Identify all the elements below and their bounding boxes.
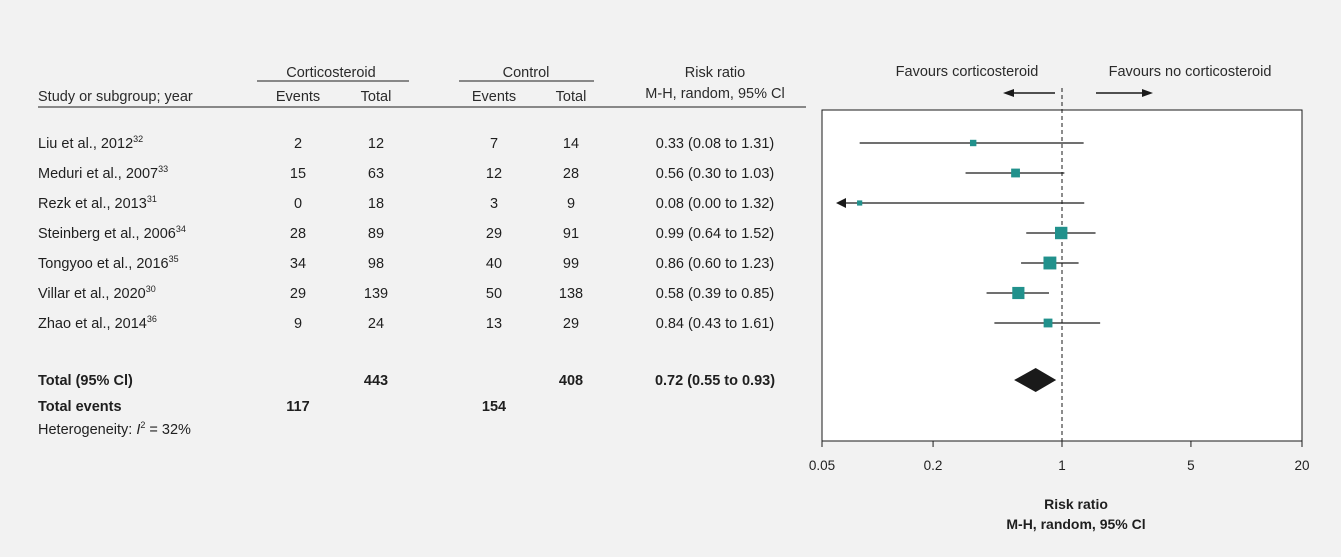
- point-estimate-square: [857, 200, 863, 206]
- x-tick-label: 0.2: [924, 458, 943, 473]
- point-estimate-square: [1054, 226, 1068, 240]
- favours-right-arrow-icon: [1142, 89, 1153, 97]
- group2-events: 29: [486, 226, 502, 242]
- group2-total: 99: [563, 256, 579, 272]
- group1-total: 63: [368, 166, 384, 182]
- point-estimate-square: [1043, 318, 1053, 328]
- total-events-group1: 117: [286, 399, 309, 415]
- group1-total: 98: [368, 256, 384, 272]
- group1-events: 34: [290, 256, 306, 272]
- group2-total: 29: [563, 316, 579, 332]
- group1-total: 12: [368, 136, 384, 152]
- group2-total: 28: [563, 166, 579, 182]
- study-row: Zhao et al., 201436 9 24 13 29 0.84 (0.43 to …: [38, 314, 774, 332]
- favours-right-label: Favours no corticosteroid: [1109, 64, 1272, 80]
- group2-events: 13: [486, 316, 502, 332]
- group1-events: 9: [294, 316, 302, 332]
- x-tick-label: 1: [1058, 458, 1066, 473]
- group2-total: 14: [563, 136, 579, 152]
- study-name: Rezk et al., 201331: [38, 194, 157, 212]
- total-events-group2: 154: [482, 399, 506, 415]
- total-label: Total (95% Cl): [38, 373, 133, 389]
- favours-left-arrow-icon: [1003, 89, 1014, 97]
- risk-ratio-ci: 0.56 (0.30 to 1.03): [656, 166, 775, 182]
- group2-events: 12: [486, 166, 502, 182]
- total-risk-ratio: 0.72 (0.55 to 0.93): [655, 373, 775, 389]
- group1-events-header: Events: [276, 89, 320, 105]
- ci-truncation-arrow-icon: [836, 198, 846, 208]
- risk-ratio-ci: 0.84 (0.43 to 1.61): [656, 316, 775, 332]
- total-events-label: Total events: [38, 399, 122, 415]
- risk-ratio-ci: 0.86 (0.60 to 1.23): [656, 256, 775, 272]
- study-row: Liu et al., 201232 2 12 7 14 0.33 (0.08 to 1.…: [38, 134, 774, 152]
- x-axis-title: Risk ratio: [1044, 496, 1108, 512]
- x-axis-subtitle: M-H, random, 95% Cl: [1006, 516, 1145, 532]
- group2-total: 9: [567, 196, 575, 212]
- group1-total: 18: [368, 196, 384, 212]
- risk-ratio-ci: 0.08 (0.00 to 1.32): [656, 196, 775, 212]
- total-group1: 443: [364, 373, 388, 389]
- group1-events: 15: [290, 166, 306, 182]
- study-markers: [836, 139, 1101, 328]
- group2-total: 138: [559, 286, 583, 302]
- risk-ratio-ci: 0.58 (0.39 to 0.85): [656, 286, 775, 302]
- point-estimate-square: [969, 139, 977, 147]
- group2-events-header: Events: [472, 89, 516, 105]
- x-axis-ticks: 0.05 0.2 1 5 20: [809, 441, 1310, 473]
- study-name: Tongyoo et al., 201635: [38, 254, 179, 272]
- risk-ratio-ci: 0.99 (0.64 to 1.52): [656, 226, 775, 242]
- group1-total: 24: [368, 316, 384, 332]
- group2-events: 3: [490, 196, 498, 212]
- group1-events: 0: [294, 196, 302, 212]
- group1-events: 2: [294, 136, 302, 152]
- risk-ratio-ci: 0.33 (0.08 to 1.31): [656, 136, 775, 152]
- study-row: Villar et al., 202030 29 139 50 138 0.58 (0.3…: [38, 284, 774, 302]
- group1-events: 29: [290, 286, 306, 302]
- x-tick-label: 20: [1294, 458, 1309, 473]
- group2-events: 7: [490, 136, 498, 152]
- x-tick-label: 0.05: [809, 458, 835, 473]
- group1-total: 139: [364, 286, 388, 302]
- group1-total: 89: [368, 226, 384, 242]
- heterogeneity-label: Heterogeneity: I2 = 32%: [38, 420, 191, 438]
- study-column-header: Study or subgroup; year: [38, 89, 193, 105]
- group2-total: 91: [563, 226, 579, 242]
- study-rows: Liu et al., 201232 2 12 7 14 0.33 (0.08 to 1.…: [38, 134, 774, 332]
- group2-events: 40: [486, 256, 502, 272]
- study-row: Meduri et al., 200733 15 63 12 28 0.56 (0.30 …: [38, 164, 774, 182]
- risk-ratio-method-header: M-H, random, 95% Cl: [645, 86, 784, 102]
- group2-events: 50: [486, 286, 502, 302]
- study-row: Rezk et al., 201331 0 18 3 9 0.08 (0.00 to 1.…: [38, 194, 774, 212]
- study-name: Villar et al., 202030: [38, 284, 156, 302]
- study-name: Zhao et al., 201436: [38, 314, 157, 332]
- point-estimate-square: [1011, 168, 1020, 178]
- x-tick-label: 5: [1187, 458, 1195, 473]
- group1-events: 28: [290, 226, 306, 242]
- pooled-estimate-diamond: [1014, 368, 1057, 392]
- study-name: Steinberg et al., 200634: [38, 224, 186, 242]
- study-row: Steinberg et al., 200634 28 89 29 91 0.99 (0.…: [38, 224, 774, 242]
- study-name: Liu et al., 201232: [38, 134, 143, 152]
- group2-header: Control: [503, 65, 550, 81]
- group2-total-header: Total: [556, 89, 587, 105]
- favours-left-label: Favours corticosteroid: [896, 64, 1039, 80]
- group1-header: Corticosteroid: [286, 65, 375, 81]
- point-estimate-square: [1043, 256, 1057, 270]
- study-row: Tongyoo et al., 201635 34 98 40 99 0.86 (0.60…: [38, 254, 774, 272]
- total-group2: 408: [559, 373, 583, 389]
- study-name: Meduri et al., 200733: [38, 164, 168, 182]
- risk-ratio-header: Risk ratio: [685, 65, 745, 81]
- group1-total-header: Total: [361, 89, 392, 105]
- point-estimate-square: [1012, 286, 1025, 300]
